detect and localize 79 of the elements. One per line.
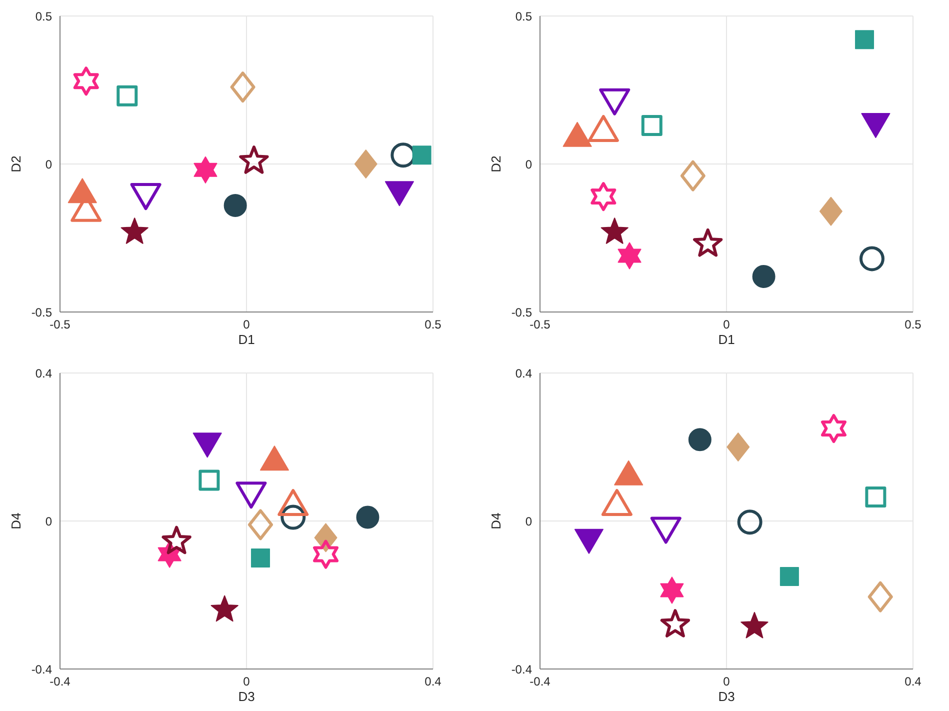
y-tick-label: 0 xyxy=(525,514,532,528)
point xyxy=(861,113,890,138)
point xyxy=(130,183,162,210)
point xyxy=(384,181,414,206)
y-axis-title: D4 xyxy=(488,512,504,530)
x-tick-label: 0 xyxy=(243,674,250,689)
point xyxy=(680,160,706,192)
point xyxy=(819,196,842,226)
x-tick-label: 0.4 xyxy=(904,674,922,689)
y-tick-label: -0.4 xyxy=(511,662,532,676)
point xyxy=(614,460,644,486)
point xyxy=(224,194,247,217)
y-tick-label: 0.5 xyxy=(35,9,52,24)
point xyxy=(599,88,630,116)
point xyxy=(280,504,306,530)
point xyxy=(574,528,604,554)
y-tick-label: 0 xyxy=(45,514,52,528)
y-tick-label: -0.5 xyxy=(31,305,52,320)
x-axis-title: D1 xyxy=(718,332,735,347)
point xyxy=(260,446,289,471)
point xyxy=(726,432,750,462)
point xyxy=(230,72,256,103)
point xyxy=(313,540,339,569)
point xyxy=(855,30,874,50)
point xyxy=(162,526,192,554)
x-tick-label: 0 xyxy=(243,318,250,332)
y-tick-label: 0 xyxy=(45,157,52,172)
point xyxy=(752,265,776,288)
y-tick-label: -0.5 xyxy=(511,305,532,320)
point xyxy=(650,516,682,544)
point xyxy=(73,66,99,96)
point xyxy=(278,489,309,516)
point xyxy=(693,228,723,257)
x-tick-label: 0.5 xyxy=(424,318,442,332)
x-tick-label: 0 xyxy=(723,318,730,332)
point xyxy=(859,246,884,272)
x-tick-label: 0.4 xyxy=(424,674,442,689)
point xyxy=(354,150,378,178)
x-axis-title: D1 xyxy=(238,332,255,347)
point xyxy=(210,595,238,622)
point xyxy=(737,510,762,535)
point xyxy=(660,576,684,604)
point xyxy=(236,482,267,509)
x-tick-label: 0.5 xyxy=(904,318,922,332)
point xyxy=(865,486,886,508)
point xyxy=(601,489,632,516)
point xyxy=(239,146,269,174)
point xyxy=(868,581,893,612)
y-tick-label: 0 xyxy=(525,157,532,172)
point xyxy=(820,414,846,443)
point xyxy=(588,114,619,142)
point xyxy=(641,115,662,136)
point xyxy=(250,548,270,568)
point xyxy=(412,146,432,165)
x-axis-title: D3 xyxy=(238,689,255,704)
point xyxy=(590,182,616,212)
point xyxy=(248,509,273,540)
x-axis-title: D3 xyxy=(718,689,735,704)
point xyxy=(562,122,592,147)
point xyxy=(198,470,220,491)
y-tick-label: 0.5 xyxy=(515,9,532,24)
point xyxy=(780,567,799,586)
x-tick-label: 0 xyxy=(723,674,730,689)
y-axis-title: D4 xyxy=(8,512,24,530)
y-tick-label: 0.4 xyxy=(35,366,52,380)
y-tick-label: 0.4 xyxy=(515,366,532,380)
point xyxy=(688,428,712,452)
point xyxy=(618,242,642,270)
point xyxy=(192,432,222,458)
point xyxy=(600,218,628,244)
point xyxy=(116,85,138,106)
point xyxy=(660,609,690,638)
point xyxy=(740,612,768,638)
point xyxy=(356,506,380,529)
y-axis-title: D2 xyxy=(8,156,24,172)
y-tick-label: -0.4 xyxy=(31,662,52,676)
y-axis-title: D2 xyxy=(488,156,504,172)
point xyxy=(194,156,218,184)
point xyxy=(120,218,148,244)
